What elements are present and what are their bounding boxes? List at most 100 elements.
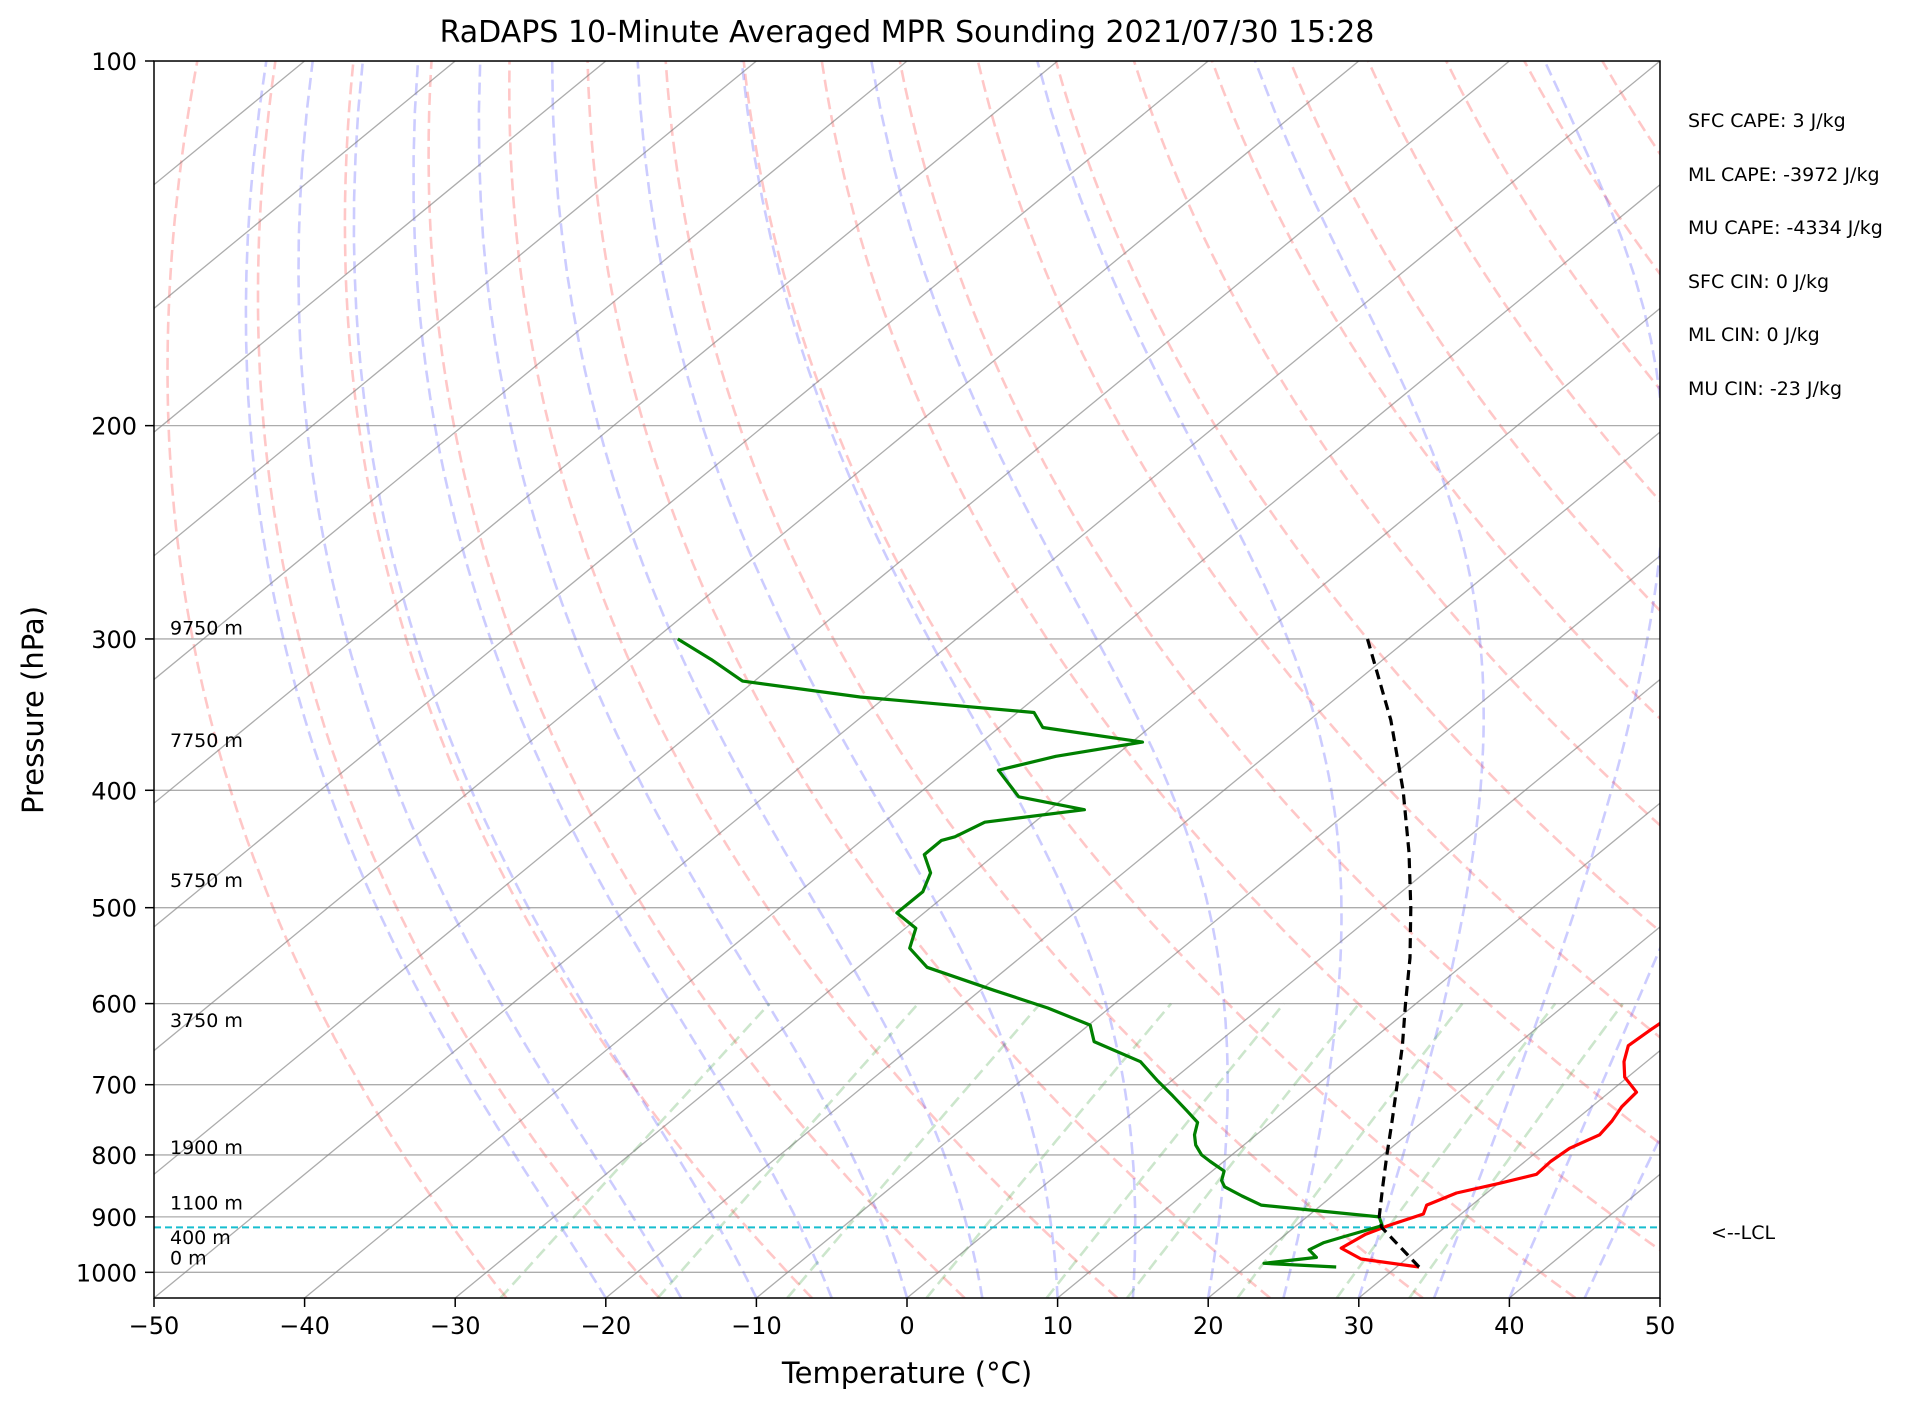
mixing-ratio-line [925,1002,1173,1298]
dry-adiabat [427,61,966,1298]
dry-adiabat [664,61,1424,1298]
height-label: 1100 m [170,1192,243,1214]
isotherm [906,678,1660,1298]
dry-adiabat [742,61,1577,1298]
isotherm [1508,1173,1660,1298]
x-tick-label: −20 [580,1312,631,1340]
isotherm [755,554,1660,1298]
y-tick-label: 800 [91,1142,137,1170]
isotherm [154,61,908,681]
chart-title: RaDAPS 10-Minute Averaged MPR Sounding 2… [440,15,1375,50]
isotherm [154,61,456,310]
mixing-ratio-line [1335,1002,1557,1298]
isotherm [1659,1297,1660,1298]
dewpoint-profile [676,637,1384,1269]
stat-ml-cape: ML CAPE: -3972 J/kg [1688,164,1880,186]
moist-adiabat [740,61,1137,1298]
dry-adiabat [820,61,1660,1252]
x-tick-label: −40 [279,1312,330,1340]
height-label: 0 m [170,1247,207,1269]
y-tick-label: 1000 [76,1259,137,1287]
moist-adiabat [1432,61,1660,1298]
y-tick-label: 600 [91,991,137,1019]
x-tick-label: −50 [129,1312,180,1340]
dry-adiabat [1445,61,1660,392]
stat-mu-cape: MU CAPE: -4334 J/kg [1688,217,1883,239]
moist-adiabat [870,61,1230,1298]
dry-adiabat [1759,61,1926,1298]
isotherm [1207,926,1660,1298]
dry-adiabat [1680,61,1926,1298]
isotherm [154,61,607,433]
stat-ml-cin: ML CIN: 0 J/kg [1688,324,1820,346]
x-tick-label: 30 [1344,1312,1375,1340]
moist-adiabat [550,61,984,1298]
height-label: 9750 m [170,617,243,639]
dry-adiabat [976,61,1660,1040]
isotherm [1358,1049,1660,1298]
height-label: 1900 m [170,1137,243,1159]
height-label: 3750 m [170,1010,243,1032]
dry-adiabat [898,61,1660,1146]
dry-adiabat [1210,61,1660,721]
isotherm [0,61,3,1298]
moist-adiabat [477,61,909,1298]
isotherm [154,61,1360,1052]
moist-adiabat [244,61,607,1298]
isotherm [154,61,757,557]
y-tick-label: 300 [91,626,137,654]
isotherm [605,431,1660,1298]
moist-adiabat [1253,61,1486,1298]
mixing-ratio-line [1125,1002,1361,1298]
height-label: 7750 m [170,730,243,752]
stat-sfc-cape: SFC CAPE: 3 J/kg [1688,110,1846,132]
temperature-profile [1339,1021,1660,1269]
isotherm [154,61,1209,928]
moist-adiabat [1658,1295,1660,1298]
x-tick-label: 20 [1193,1312,1224,1340]
mixing-ratio-line [656,1002,920,1298]
moist-adiabat [1036,61,1343,1298]
dry-adiabat [507,61,1119,1298]
mixing-ratio-line [499,1002,771,1298]
mixing-ratio-line [1236,1002,1464,1298]
mixing-ratio-line [1408,1002,1624,1298]
x-tick-label: 10 [1042,1312,1073,1340]
parcel-profile [1365,638,1421,1269]
isotherm [154,61,1059,805]
dry-adiabat [586,61,1271,1298]
dry-adiabat [256,61,661,1298]
isotherm [304,183,1660,1298]
dry-adiabat [1601,61,1660,157]
dry-adiabat [1837,61,1926,1298]
height-label: 400 m [170,1227,231,1249]
lcl-label: <--LCL [1711,1222,1776,1244]
isotherm [154,61,1660,1298]
moist-adiabat [297,61,683,1298]
y-tick-label: 200 [91,413,137,441]
mixing-ratio-line [1045,1002,1285,1298]
stat-sfc-cin: SFC CIN: 0 J/kg [1688,271,1830,293]
moist-adiabat [1583,1134,1660,1298]
x-tick-label: −10 [731,1312,782,1340]
x-tick-label: 40 [1494,1312,1525,1340]
y-tick-label: 700 [91,1072,137,1100]
height-label: 5750 m [170,870,243,892]
isotherm [1057,802,1660,1298]
moist-adiabat [412,61,833,1298]
mixing-ratio-line [786,1002,1042,1298]
stat-mu-cin: MU CIN: -23 J/kg [1688,378,1843,400]
y-tick-label: 900 [91,1204,137,1232]
x-tick-label: 50 [1645,1312,1676,1340]
isotherm [1811,61,1926,1298]
x-tick-label: −30 [430,1312,481,1340]
moist-adiabat [1508,945,1660,1298]
dry-adiabat [166,61,508,1298]
moist-adiabat [636,61,1059,1298]
dry-adiabat [1054,61,1660,934]
y-tick-label: 400 [91,777,137,805]
y-axis-label: Pressure (hPa) [16,606,50,814]
x-tick-label: 0 [899,1312,914,1340]
x-axis-label: Temperature (°C) [781,1356,1032,1390]
